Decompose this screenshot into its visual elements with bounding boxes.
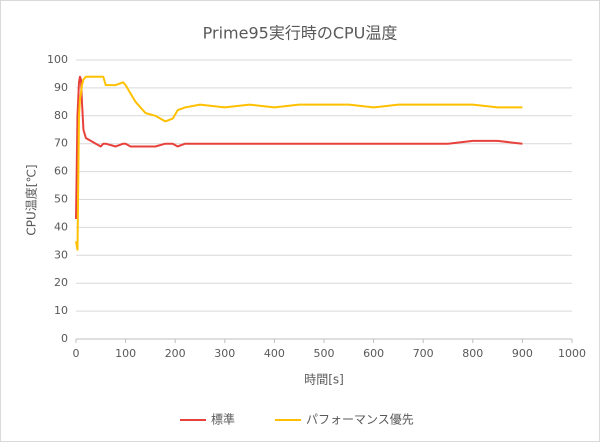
series-line bbox=[75, 75, 523, 251]
y-tick-label: 100 bbox=[47, 53, 68, 66]
y-tick-label: 10 bbox=[54, 304, 68, 317]
y-tick-label: 70 bbox=[54, 137, 68, 150]
x-tick-label: 100 bbox=[115, 347, 136, 360]
legend-label: パフォーマンス優先 bbox=[306, 413, 414, 427]
x-tick-label: 0 bbox=[73, 347, 80, 360]
legend-label: 標準 bbox=[211, 412, 235, 427]
x-tick-label: 200 bbox=[165, 347, 186, 360]
x-tick-label: 900 bbox=[512, 347, 533, 360]
y-tick-label: 30 bbox=[54, 248, 68, 261]
y-tick-label: 40 bbox=[54, 220, 68, 233]
y-tick-label: 90 bbox=[54, 81, 68, 94]
chart-title: Prime95実行時のCPU温度 bbox=[203, 24, 398, 43]
y-tick-label: 60 bbox=[54, 165, 68, 178]
y-tick-label: 0 bbox=[61, 332, 68, 345]
x-tick-label: 1000 bbox=[558, 347, 586, 360]
x-tick-label: 800 bbox=[462, 347, 483, 360]
y-tick-label: 80 bbox=[54, 109, 68, 122]
x-tick-label: 700 bbox=[413, 347, 434, 360]
x-tick-label: 300 bbox=[214, 347, 235, 360]
x-tick-label: 400 bbox=[264, 347, 285, 360]
x-tick-label: 600 bbox=[363, 347, 384, 360]
x-tick-label: 500 bbox=[314, 347, 335, 360]
y-tick-label: 20 bbox=[54, 276, 68, 289]
x-axis-label: 時間[s] bbox=[304, 373, 344, 387]
series-line bbox=[75, 75, 523, 220]
y-tick-label: 50 bbox=[54, 193, 68, 206]
y-axis-label: CPU温度[℃] bbox=[24, 164, 39, 235]
